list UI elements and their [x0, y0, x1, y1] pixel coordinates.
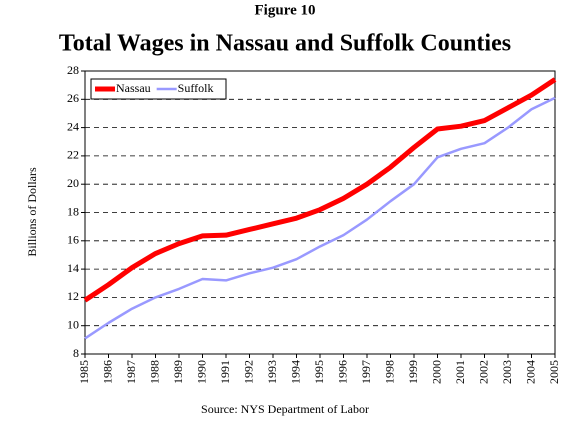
y-tick-label: 28	[67, 63, 79, 77]
x-tick-label: 2004	[523, 360, 537, 384]
y-tick-label: 26	[67, 91, 79, 105]
x-tick-label: 1985	[77, 360, 91, 384]
data-line	[83, 77, 557, 303]
x-tick-label: 2002	[476, 360, 490, 384]
y-tick-label: 24	[67, 119, 79, 133]
source-note: Source: NYS Department of Labor	[201, 402, 369, 416]
y-tick-label: 14	[67, 261, 79, 275]
x-tick-label: 1992	[241, 360, 255, 384]
y-tick-label: 10	[67, 317, 79, 331]
y-axis-label: Billions of Dollars	[25, 167, 39, 257]
x-tick-label: 1989	[171, 360, 185, 384]
y-tick-label: 8	[73, 346, 79, 360]
x-tick-label: 1993	[265, 360, 279, 384]
x-tick-label: 2005	[547, 360, 561, 384]
y-tick-label: 20	[67, 176, 79, 190]
x-tick-label: 2003	[500, 360, 514, 384]
x-tick-label: 1991	[218, 360, 232, 384]
x-tick-label: 1987	[124, 360, 138, 384]
y-tick-label: 16	[67, 233, 79, 247]
x-tick-label: 1995	[312, 360, 326, 384]
x-tick-label: 1990	[194, 360, 208, 384]
x-tick-label: 1999	[406, 360, 420, 384]
x-tick-label: 1988	[147, 360, 161, 384]
x-tick-label: 1996	[335, 360, 349, 384]
y-tick-label: 18	[67, 204, 79, 218]
x-tick-label: 1994	[288, 360, 302, 384]
legend-label: Suffolk	[178, 81, 214, 95]
x-tick-label: 2001	[453, 360, 467, 384]
x-tick-label: 2000	[429, 360, 443, 384]
x-tick-label: 1986	[100, 360, 114, 384]
data-line	[84, 96, 556, 340]
legend-label: Nassau	[116, 81, 151, 95]
chart-supertitle: Figure 10	[255, 2, 316, 18]
y-tick-label: 22	[67, 148, 79, 162]
chart-title: Total Wages in Nassau and Suffolk Counti…	[59, 31, 511, 57]
x-tick-label: 1998	[382, 360, 396, 384]
x-tick-label: 1997	[359, 360, 373, 384]
y-tick-label: 12	[67, 289, 79, 303]
